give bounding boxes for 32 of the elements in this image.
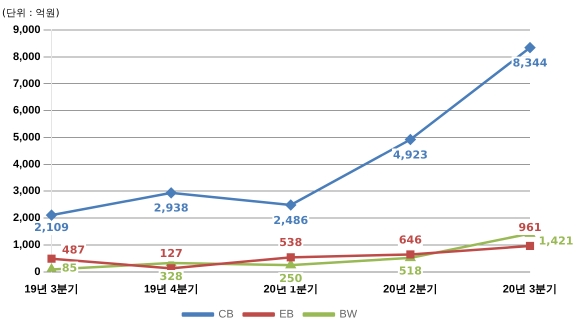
legend-label: BW [339, 308, 358, 321]
data-label: 2,486 [273, 214, 309, 227]
data-label: 1,421 [538, 234, 574, 248]
data-label: 518 [398, 264, 422, 278]
y-tick-label: 4,000 [12, 158, 41, 170]
data-label: 487 [62, 244, 86, 257]
data-label: 8,344 [512, 56, 548, 70]
data-label: 2,938 [154, 202, 189, 215]
x-tick-label: 20년 3분기 [502, 283, 558, 296]
y-tick-label: 1,000 [12, 238, 41, 251]
y-tick-label: 9,000 [12, 24, 41, 36]
data-label: 961 [518, 220, 542, 234]
y-tick-label: 7,000 [12, 78, 41, 90]
legend-label: CB [218, 308, 234, 321]
x-tick-label: 19년 4분기 [144, 283, 198, 296]
data-label: 328 [160, 270, 183, 283]
data-label: 2,109 [34, 221, 69, 234]
data-label: 250 [279, 272, 303, 285]
legend-label: EB [279, 308, 294, 321]
y-tick-label: 8,000 [12, 50, 41, 63]
data-label: 85 [62, 261, 78, 274]
y-axis-title: (단위 : 억원) [2, 7, 60, 20]
data-label: 127 [160, 247, 183, 260]
y-tick-label: 0 [34, 266, 41, 278]
data-label: 4,923 [392, 148, 428, 162]
x-tick-label: 19년 3분기 [24, 283, 79, 296]
data-label: 538 [279, 236, 302, 250]
x-tick-label: 20년 2분기 [383, 283, 438, 296]
data-label: 646 [398, 233, 422, 246]
y-tick-label: 3,000 [12, 185, 41, 198]
y-tick-label: 5,000 [12, 132, 41, 144]
y-tick-label: 6,000 [12, 104, 41, 117]
